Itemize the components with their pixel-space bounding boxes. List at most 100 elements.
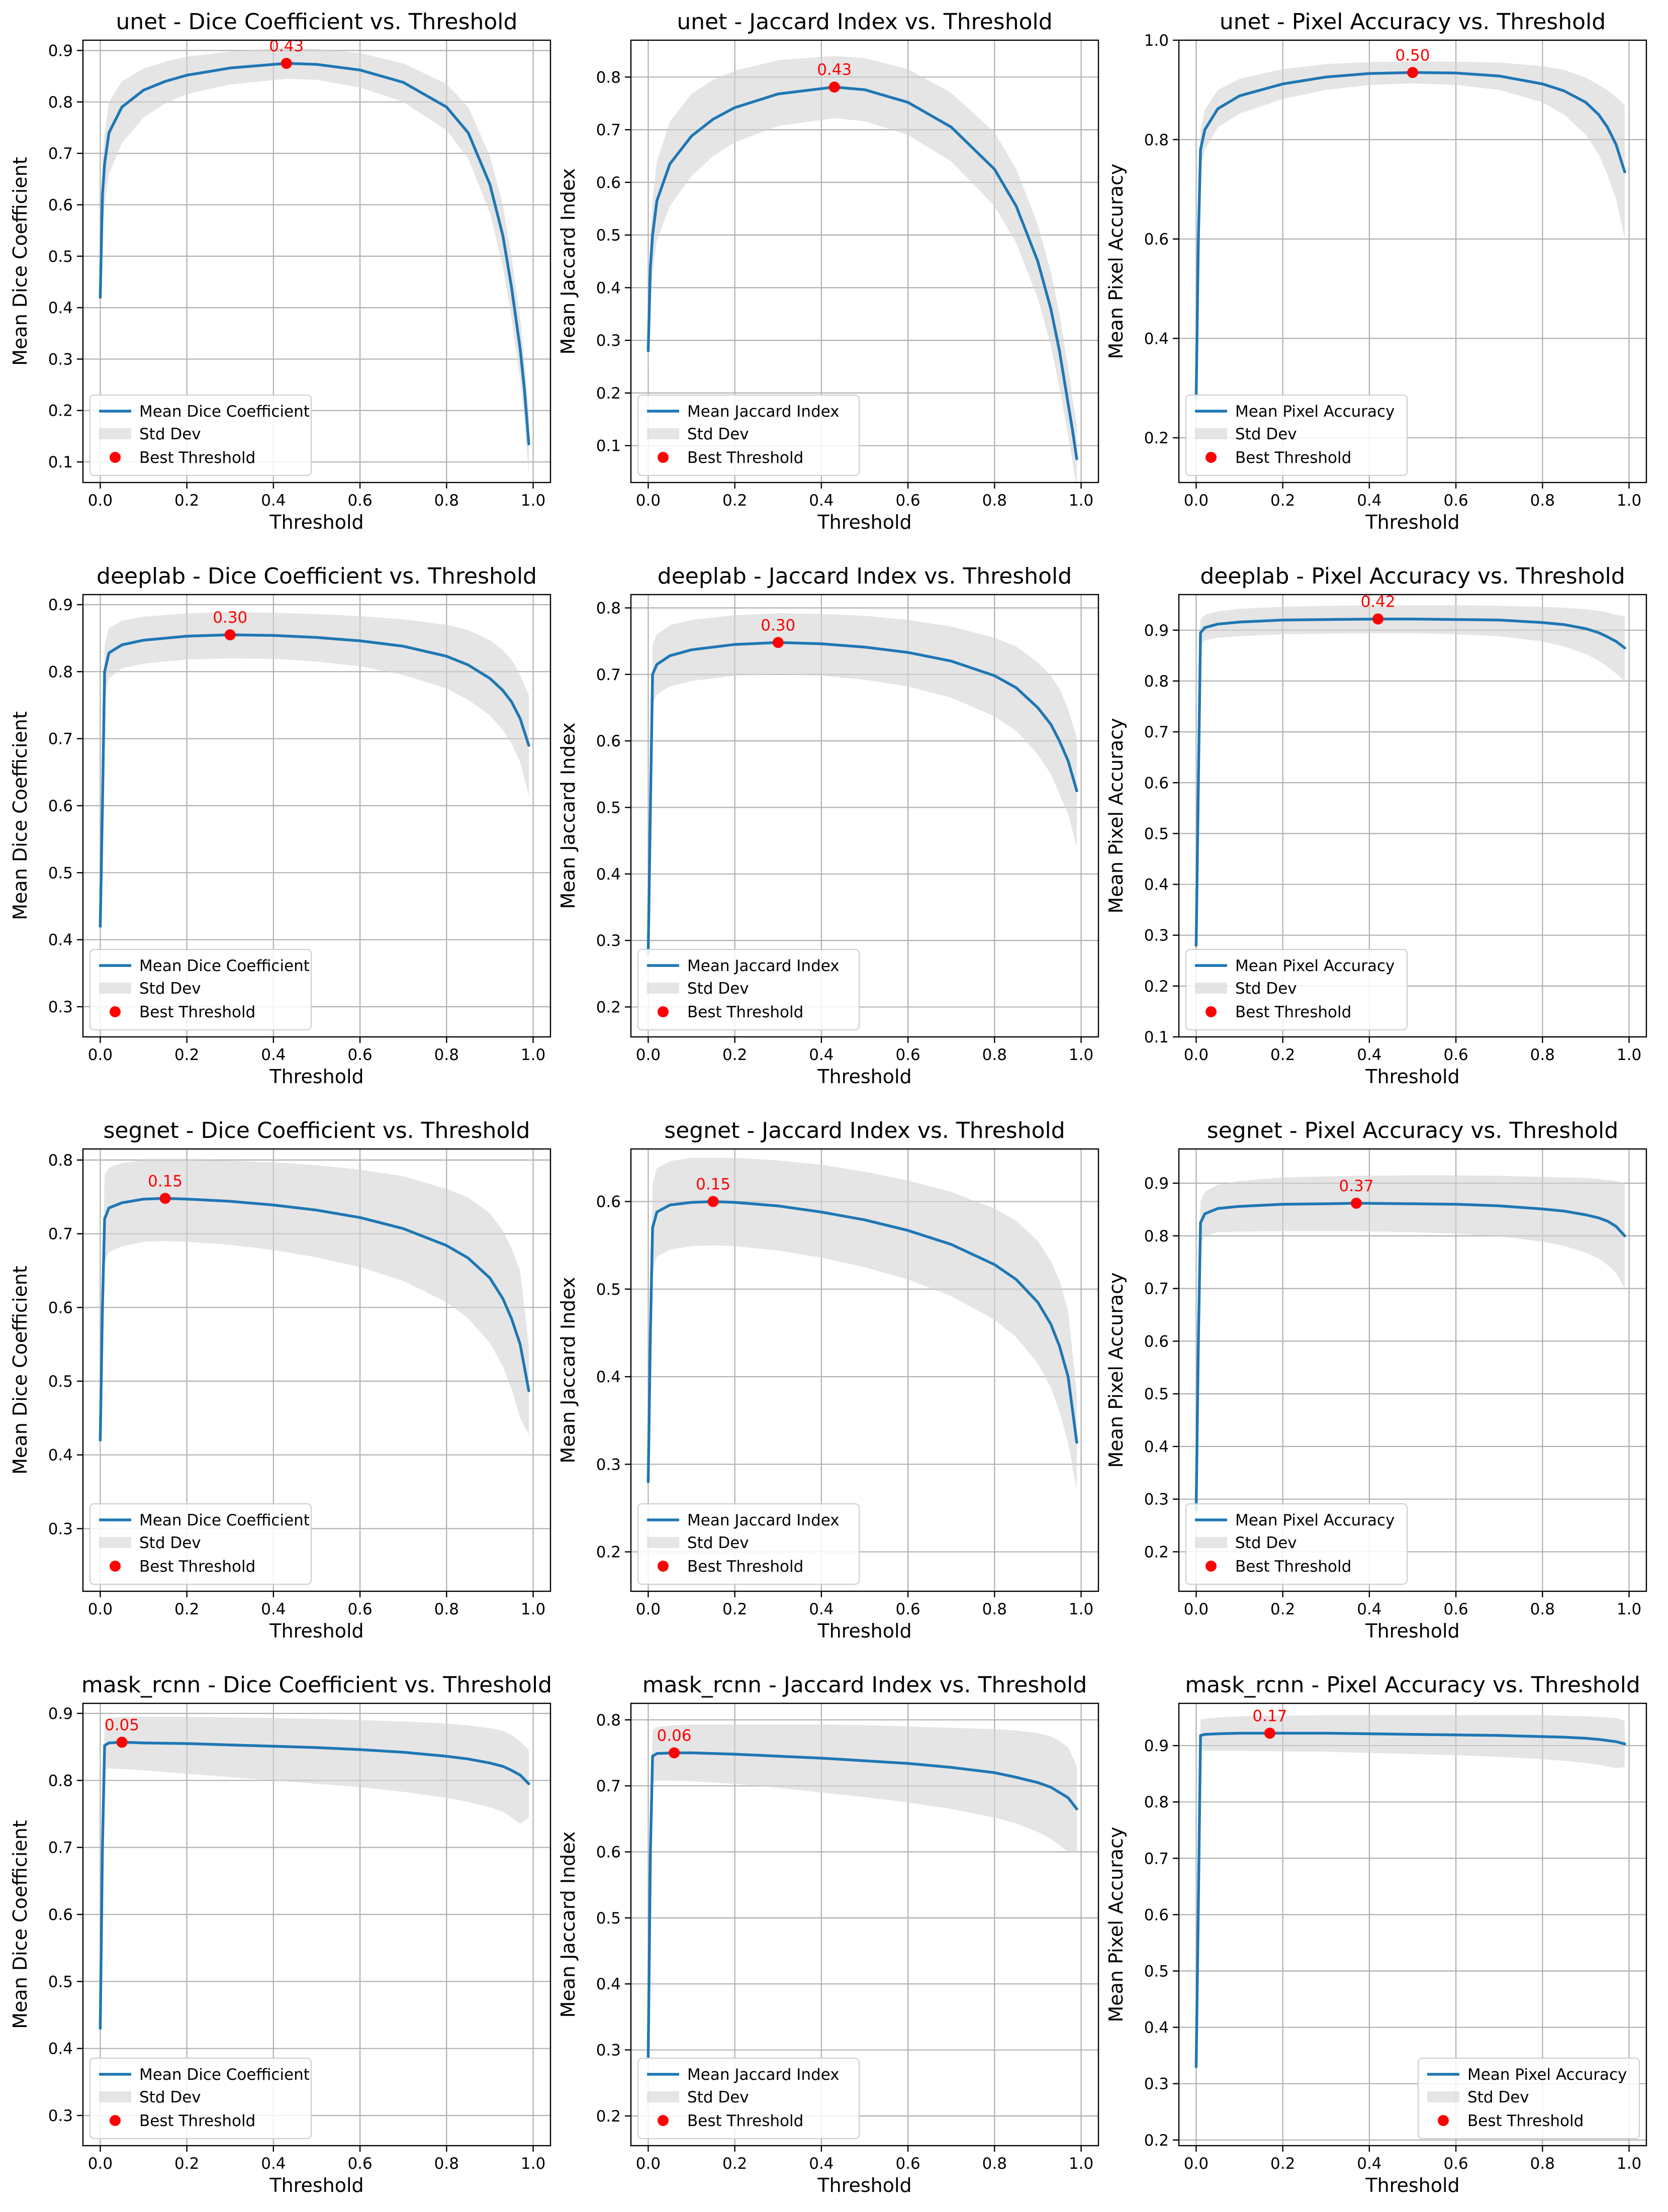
y-tick-label: 0.8	[596, 68, 621, 86]
legend: Mean Dice Coefficient Std Dev Best Thresho…	[89, 2058, 312, 2139]
legend-frame	[89, 2058, 312, 2139]
std-dev-band	[1196, 1715, 1625, 2078]
legend-std-label: Std Dev	[1235, 425, 1297, 443]
y-tick-label: 0.3	[596, 1456, 621, 1474]
x-tick-label: 0.4	[809, 1600, 833, 1618]
legend-best-label: Best Threshold	[1235, 1003, 1351, 1021]
y-axis-label: Mean Jaccard Index	[557, 1277, 579, 1464]
y-tick-label: 0.8	[1144, 1793, 1169, 1811]
x-tick-label: 0.6	[1443, 1046, 1468, 1064]
x-tick-label: 0.8	[434, 1046, 459, 1064]
x-axis-label: Threshold	[817, 1620, 911, 1642]
y-tick-label: 0.7	[1144, 1280, 1169, 1298]
x-axis-label: Threshold	[817, 1066, 911, 1088]
chart-8: 0.15 0.0 0.2 0.4 0.6 0.8 1.0 0.2 0.3 0.4 0.5 0.6 seg…	[557, 1118, 1099, 1642]
y-tick-label: 0.5	[48, 1973, 73, 1991]
best-threshold-label: 0.42	[1361, 593, 1396, 611]
std-dev-band	[1196, 1175, 1625, 1525]
legend-marker-swatch	[110, 1006, 121, 1017]
legend: Mean Jaccard Index Std Dev Best Threshold	[637, 2058, 860, 2139]
legend-best-label: Best Threshold	[687, 2112, 803, 2130]
x-tick-label: 0.4	[261, 1046, 286, 1064]
y-tick-label: 0.9	[1144, 622, 1169, 640]
legend-marker-swatch	[1438, 2115, 1449, 2126]
x-axis-label: Threshold	[269, 1066, 363, 1088]
legend-band-swatch	[647, 2091, 679, 2102]
legend: Mean Dice Coefficient Std Dev Best Thresho…	[89, 1503, 312, 1585]
y-axis-label: Mean Jaccard Index	[557, 1832, 579, 2018]
legend-std-label: Std Dev	[687, 980, 749, 998]
x-tick-label: 0.2	[722, 1046, 747, 1064]
x-tick-label: 0.2	[1270, 2155, 1295, 2173]
x-tick-label: 0.6	[347, 492, 372, 510]
y-tick-label: 0.3	[48, 350, 73, 368]
legend-best-label: Best Threshold	[139, 449, 255, 467]
y-tick-label: 0.6	[1144, 231, 1169, 249]
legend-band-swatch	[1427, 2091, 1459, 2102]
y-tick-label: 0.5	[48, 248, 73, 266]
y-tick-label: 0.8	[1144, 1227, 1169, 1245]
best-threshold-marker	[1351, 1197, 1362, 1209]
legend-band-swatch	[1195, 428, 1227, 439]
best-threshold-label: 0.05	[105, 1716, 139, 1734]
x-tick-label: 0.8	[982, 2155, 1007, 2173]
y-tick-label: 0.9	[1144, 1737, 1169, 1755]
x-tick-label: 1.0	[1617, 2155, 1641, 2173]
x-tick-label: 0.6	[1443, 2155, 1468, 2173]
legend-mean-label: Mean Pixel Accuracy	[1235, 1511, 1395, 1529]
best-threshold-marker	[224, 629, 236, 640]
x-tick-label: 0.0	[1184, 2155, 1209, 2173]
x-tick-label: 1.0	[521, 492, 545, 510]
best-threshold-marker	[707, 1196, 719, 1207]
x-tick-label: 0.4	[1357, 2155, 1381, 2173]
legend-band-swatch	[647, 428, 679, 439]
y-tick-label: 0.6	[1144, 774, 1169, 792]
legend-best-label: Best Threshold	[687, 449, 803, 467]
chart-title: deeplab - Dice Coefficient vs. Threshold	[97, 563, 537, 589]
x-tick-label: 0.4	[809, 492, 833, 510]
mean-line	[99, 1197, 530, 1442]
legend: Mean Jaccard Index Std Dev Best Threshold	[637, 395, 860, 476]
y-tick-label: 0.9	[48, 596, 73, 614]
y-tick-label: 0.1	[48, 453, 73, 471]
chart-7: 0.15 0.0 0.2 0.4 0.6 0.8 1.0 0.3 0.4 0.5 0.6 0.7 0.8…	[9, 1118, 551, 1642]
chart-title: segnet - Dice Coefficient vs. Threshold	[104, 1118, 530, 1143]
x-tick-label: 0.2	[1270, 1600, 1295, 1618]
x-tick-label: 0.0	[636, 1046, 661, 1064]
y-tick-label: 0.5	[596, 227, 621, 245]
mean-line	[1194, 1732, 1626, 2068]
chart-11: 0.06 0.0 0.2 0.4 0.6 0.8 1.0 0.2 0.3 0.4 0.5 0.6 0.7…	[557, 1672, 1099, 2196]
x-tick-label: 0.2	[722, 492, 747, 510]
legend-std-label: Std Dev	[139, 425, 201, 443]
legend-frame	[637, 395, 860, 476]
legend-mean-label: Mean Dice Coefficient	[139, 957, 310, 975]
y-tick-label: 0.9	[48, 42, 73, 60]
y-tick-label: 0.1	[1144, 1028, 1169, 1046]
chart-12: 0.17 0.0 0.2 0.4 0.6 0.8 1.0 0.2 0.3 0.4 0.5 0.6 0.7…	[1105, 1672, 1647, 2196]
mean-line	[646, 1200, 1078, 1483]
x-tick-label: 0.8	[434, 1600, 459, 1618]
chart-9: 0.37 0.0 0.2 0.4 0.6 0.8 1.0 0.2 0.3 0.4 0.5 0.6 0.7…	[1105, 1118, 1647, 1642]
x-tick-label: 0.8	[1530, 1600, 1555, 1618]
std-dev-band	[100, 1716, 529, 2042]
y-tick-label: 0.7	[1144, 1850, 1169, 1868]
y-tick-label: 0.7	[596, 666, 621, 684]
x-tick-label: 0.6	[895, 1046, 920, 1064]
std-dev-band	[100, 612, 529, 946]
legend-marker-swatch	[110, 2115, 121, 2126]
legend-band-swatch	[647, 1537, 679, 1548]
legend-frame	[1418, 2058, 1640, 2139]
chart-2: 0.43 0.0 0.2 0.4 0.6 0.8 1.0 0.1 0.2 0.3 0.4 0.5 0.6…	[557, 9, 1099, 533]
y-tick-label: 0.8	[596, 599, 621, 617]
axes-frame	[82, 594, 551, 1038]
chart-title: deeplab - Jaccard Index vs. Threshold	[658, 563, 1072, 589]
x-tick-label: 1.0	[521, 2155, 545, 2173]
y-tick-label: 0.6	[1144, 1332, 1169, 1351]
x-tick-label: 0.6	[1443, 492, 1468, 510]
legend-best-label: Best Threshold	[139, 1003, 255, 1021]
best-threshold-label: 0.06	[657, 1727, 692, 1745]
y-tick-label: 0.7	[596, 121, 621, 139]
y-tick-label: 0.5	[1144, 1962, 1169, 1980]
best-threshold-marker	[1407, 67, 1418, 78]
legend-frame	[89, 1503, 312, 1585]
